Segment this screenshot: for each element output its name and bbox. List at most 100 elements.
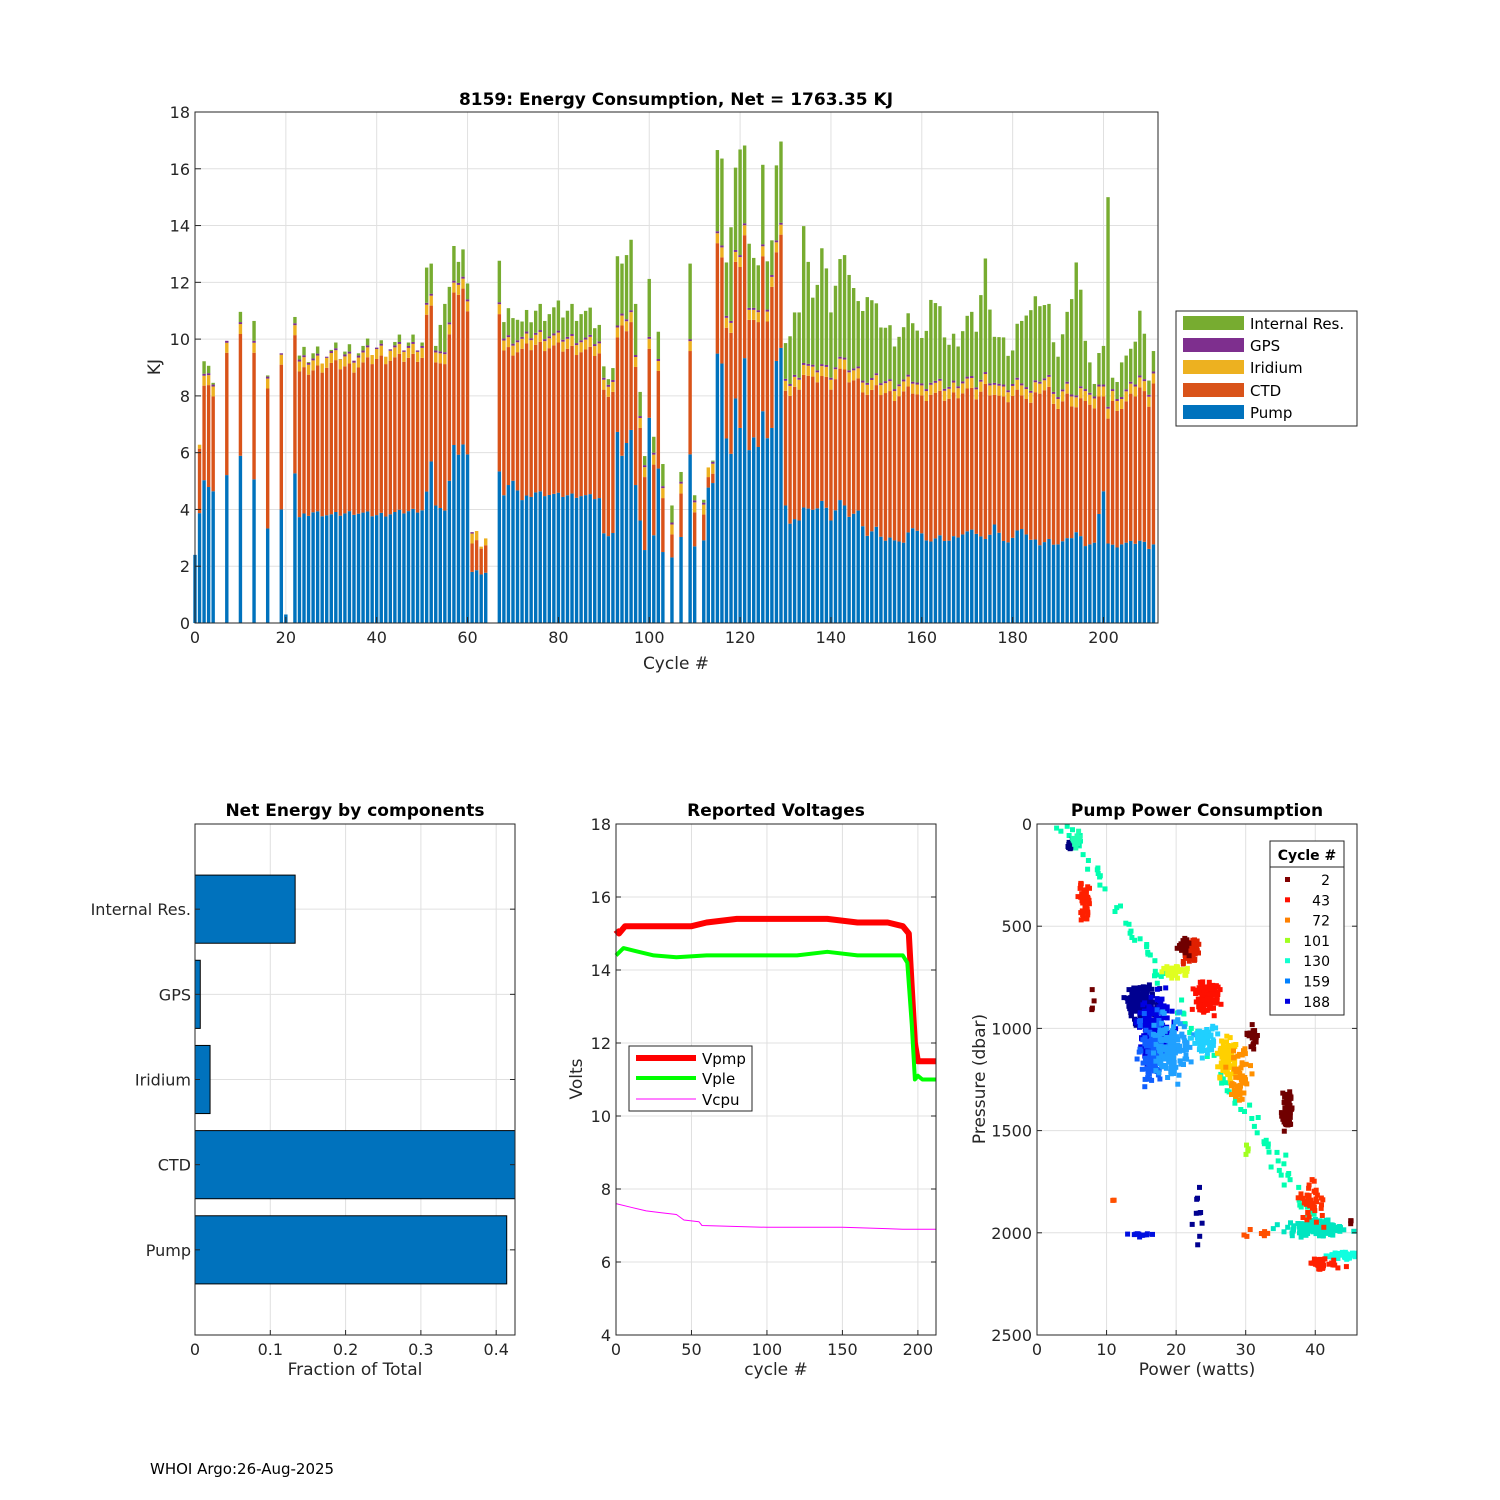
pump-point [1340, 1252, 1346, 1258]
pump-point [1319, 1202, 1324, 1208]
pump-point [1297, 1224, 1303, 1230]
pump-point [1288, 1220, 1293, 1226]
pump-point [1237, 1092, 1243, 1098]
pump-point [1187, 1030, 1193, 1035]
energy-bar-pump [1115, 547, 1119, 623]
pump-point [1281, 1229, 1287, 1235]
energy-bar-pump [829, 520, 833, 623]
pump-point [1352, 1254, 1358, 1260]
energy-bar-internal-res [833, 285, 838, 368]
pump-point [1304, 1192, 1310, 1198]
energy-bar-iridium [1079, 388, 1083, 399]
energy-bar-internal-res [820, 248, 824, 365]
energy-bar-internal-res [361, 345, 365, 351]
energy-bar-gps [801, 362, 806, 365]
pump-point [1206, 1047, 1211, 1053]
energy-bar-ctd [633, 366, 638, 486]
energy-bar-pump [951, 536, 956, 623]
energy-bar-pump [774, 360, 779, 623]
energy-bar-internal-res [265, 375, 270, 377]
energy-bar-gps [361, 350, 365, 353]
volt-ytick-label: 18 [591, 815, 611, 834]
energy-bar-ctd [1129, 393, 1133, 541]
pump-point [1149, 986, 1155, 992]
energy-bar-internal-res [397, 334, 402, 342]
net-category-label: CTD [158, 1156, 191, 1175]
pump-point [1305, 1196, 1311, 1202]
energy-bar-pump [865, 535, 869, 623]
energy-bar-pump [197, 513, 202, 623]
energy-bar-iridium [1006, 392, 1010, 403]
pump-point [1169, 1067, 1174, 1073]
pump-point [1095, 871, 1101, 876]
pump-point [1210, 1042, 1216, 1048]
pump-point [1306, 1182, 1312, 1188]
energy-bar-ctd [679, 493, 683, 537]
energy-bar-ctd [397, 353, 402, 510]
energy-bar-gps [729, 320, 733, 323]
energy-bar-iridium [379, 345, 383, 356]
energy-bar-pump [520, 500, 524, 623]
energy-bar-gps [711, 461, 715, 464]
energy-bar-iridium [211, 386, 215, 397]
pump-point [1306, 1214, 1312, 1220]
pump-point [1142, 1018, 1148, 1024]
energy-bar-gps [265, 376, 270, 379]
pump-point [1282, 1094, 1288, 1100]
energy-bar-ctd [388, 360, 393, 515]
energy-bar-pump [1133, 543, 1137, 623]
energy-bar-iridium [851, 370, 856, 381]
energy-bar-pump [856, 510, 860, 623]
energy-bar-iridium [901, 381, 906, 392]
energy-bar-pump [988, 534, 992, 623]
pump-point [1310, 1205, 1315, 1211]
pump-point [1237, 1086, 1243, 1092]
energy-bar-internal-res [343, 351, 347, 355]
pump-point [1146, 982, 1152, 988]
pump-point [1070, 835, 1076, 841]
energy-bar-iridium [602, 379, 606, 390]
pump-point [1220, 1043, 1226, 1048]
energy-bar-gps [897, 384, 901, 387]
pump-point [1133, 989, 1139, 995]
pump-point [1196, 1038, 1201, 1044]
pump-point [1276, 1167, 1282, 1173]
net-category-label: Pump [146, 1241, 191, 1260]
pump-point [1132, 1002, 1138, 1008]
pump-point [1252, 1038, 1258, 1044]
pump-point [1160, 1004, 1166, 1010]
energy-bar-pump [238, 455, 243, 623]
energy-bar-gps [1056, 397, 1060, 400]
energy-bar-ctd [447, 334, 452, 481]
pump-point [1233, 1096, 1238, 1102]
energy-bar-iridium [356, 357, 361, 368]
pump-point [1143, 1027, 1149, 1033]
pump-point [1151, 1022, 1157, 1028]
energy-bar-iridium [920, 385, 924, 396]
pump-point [1114, 905, 1120, 911]
energy-bar-gps [788, 383, 792, 386]
energy-bar-gps [620, 313, 624, 316]
energy-bar-gps [511, 343, 515, 346]
energy-bar-ctd [829, 389, 833, 521]
pump-point [1077, 835, 1083, 840]
energy-bar-pump [1138, 540, 1142, 623]
pump-point [1153, 1041, 1159, 1047]
pump-point [1244, 1081, 1250, 1087]
energy-bar-pump [1129, 540, 1133, 623]
pump-point [1223, 1069, 1229, 1075]
pump-point [1348, 1221, 1354, 1227]
energy-bar-internal-res [379, 340, 383, 344]
pump-point [1237, 1070, 1243, 1076]
energy-bar-ctd [752, 319, 756, 438]
energy-bar-iridium [393, 347, 397, 358]
energy-bar-gps [779, 222, 783, 225]
energy-bar-iridium [570, 335, 574, 346]
pump-point [1223, 1064, 1229, 1070]
energy-bar-pump [738, 427, 742, 623]
energy-bar-pump [874, 526, 879, 623]
pump-point [1139, 1066, 1145, 1072]
pump-point [1215, 1031, 1221, 1037]
energy-bar-pump [942, 540, 947, 623]
energy-bar-internal-res [933, 303, 938, 381]
